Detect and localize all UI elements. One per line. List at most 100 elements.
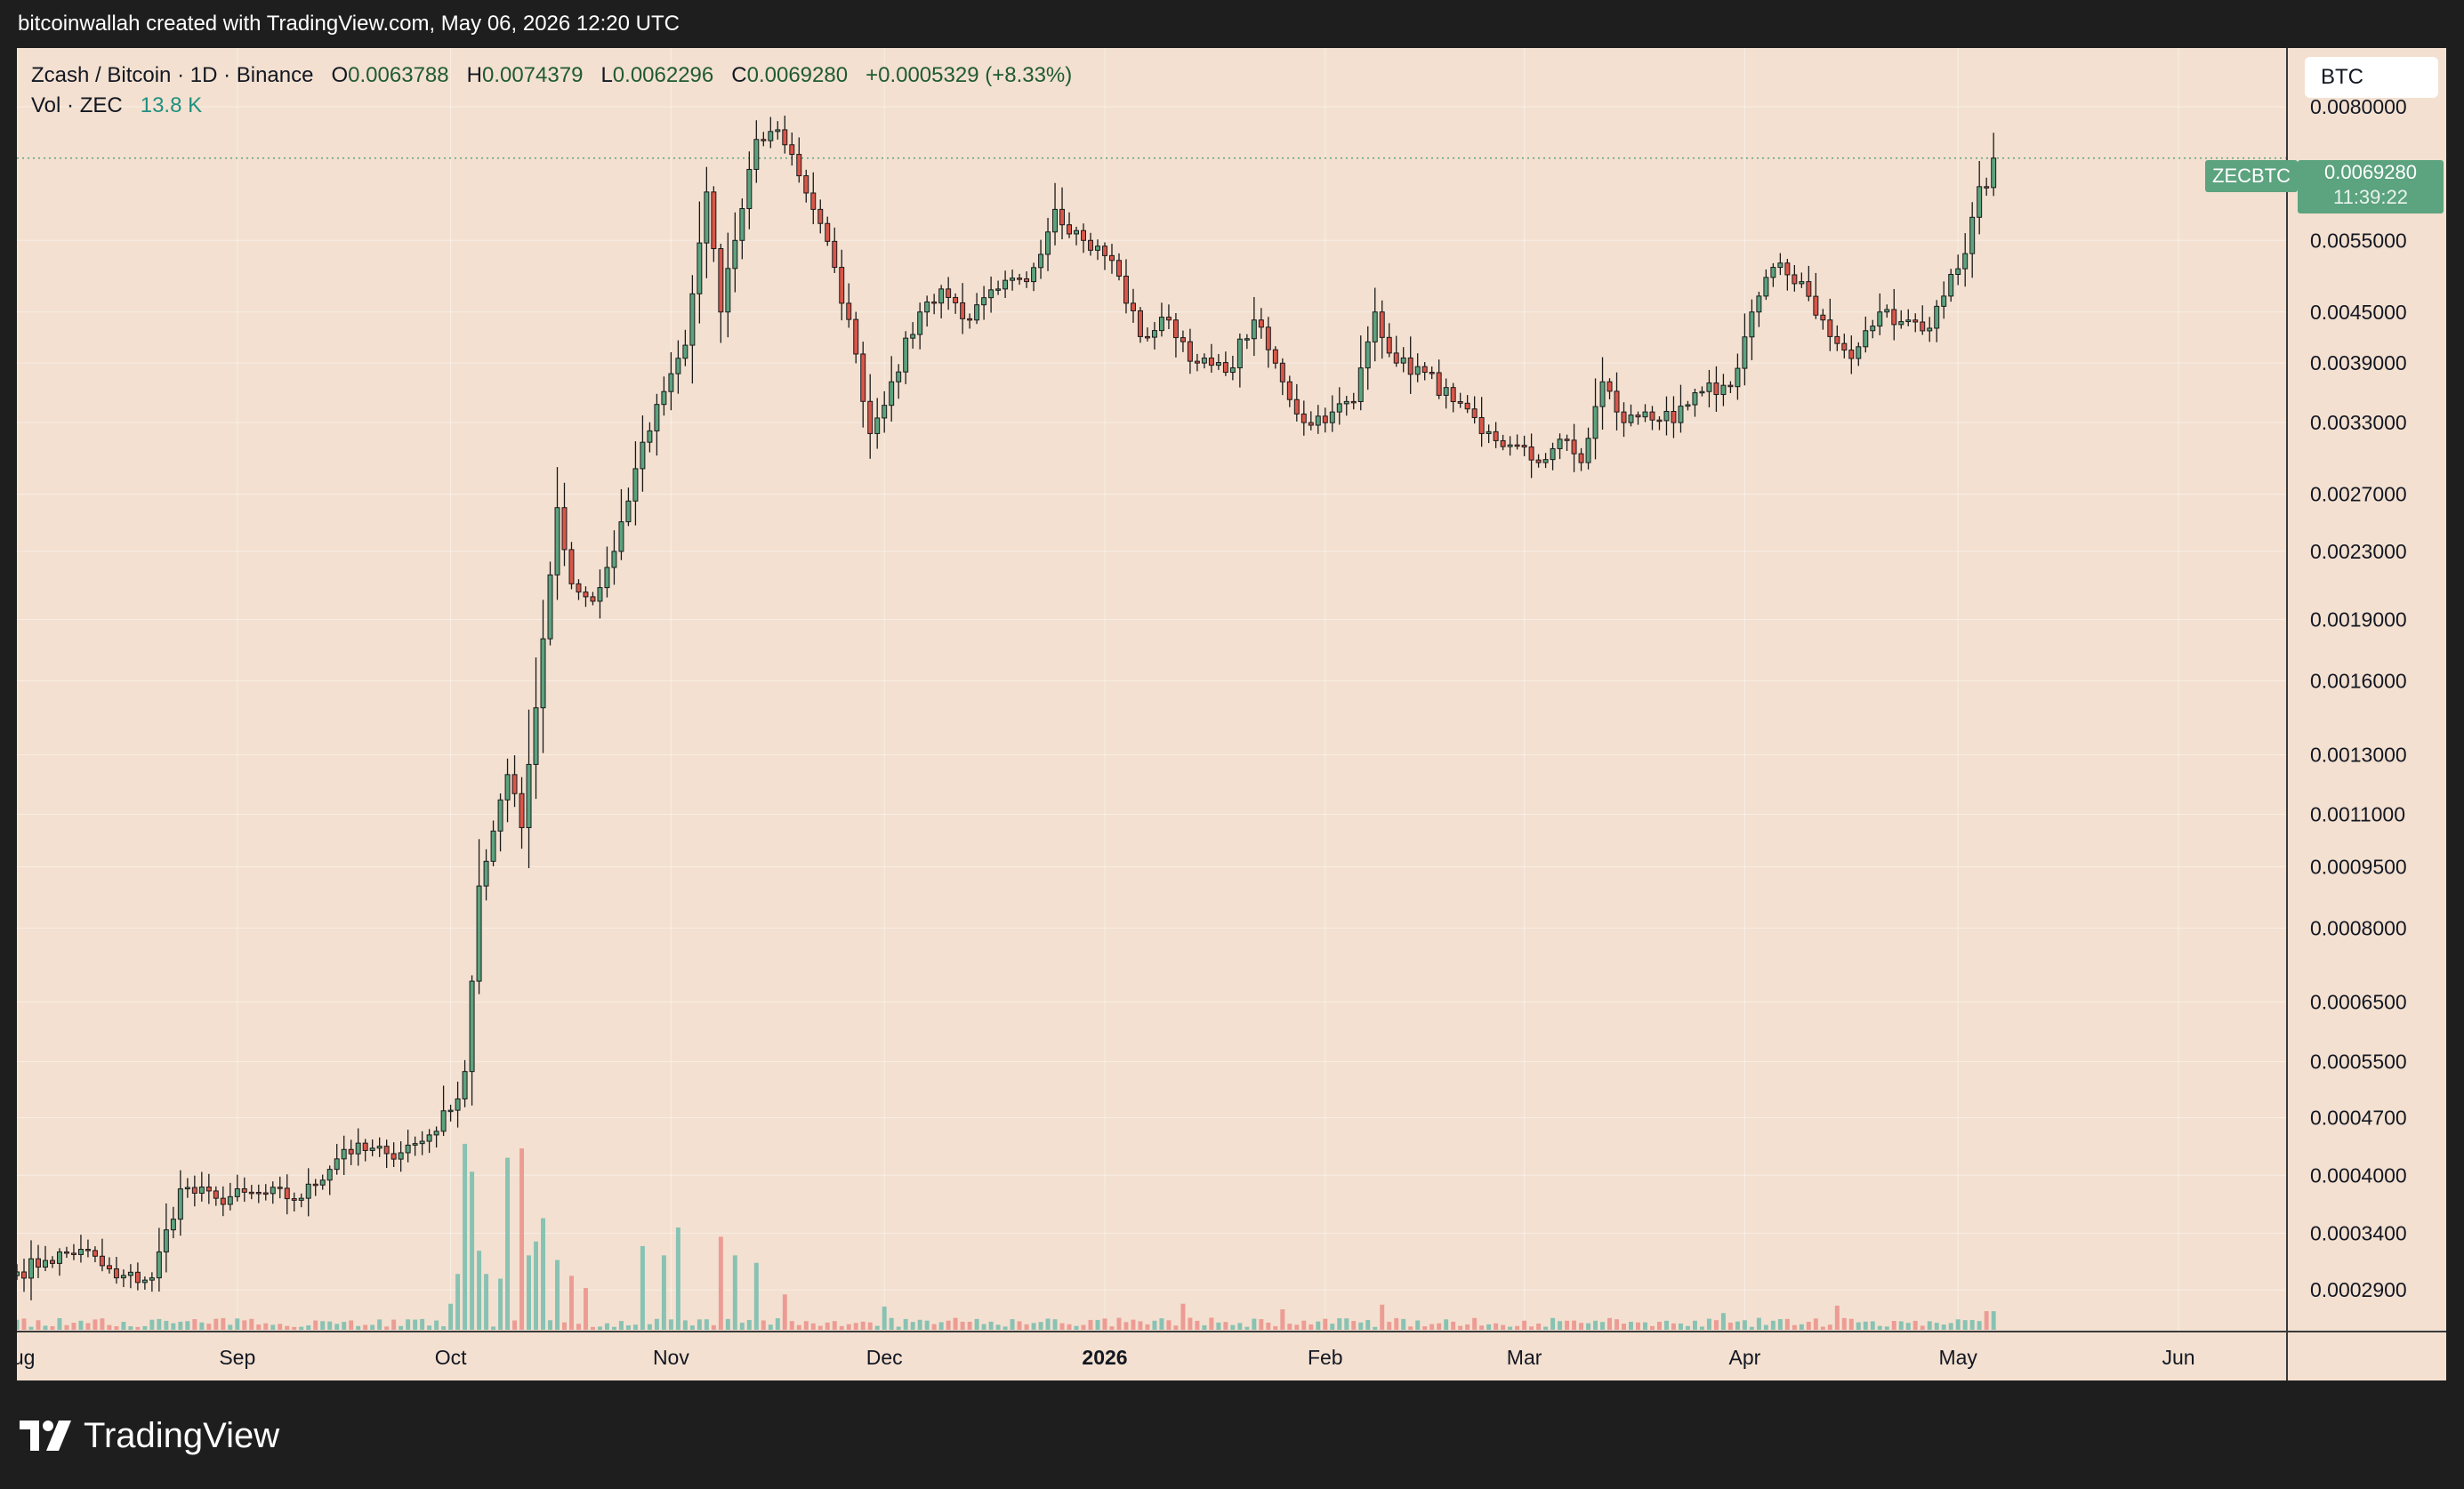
attribution-text: bitcoinwallah created with TradingView.c… — [18, 12, 680, 36]
time-tick-label: Mar — [1507, 1346, 1542, 1369]
candle-body — [1799, 281, 1805, 285]
volume-bar — [320, 1321, 326, 1330]
volume-bar — [1699, 1326, 1704, 1330]
candle-body — [1059, 208, 1066, 226]
volume-bar — [192, 1319, 197, 1330]
candle-body — [1827, 319, 1833, 337]
volume-bar — [491, 1326, 496, 1330]
volume-bar — [583, 1287, 588, 1330]
candle-body — [1123, 275, 1129, 304]
volume-bar — [768, 1324, 773, 1330]
volume-bar — [640, 1245, 645, 1330]
volume-bar — [78, 1320, 84, 1330]
candle-body — [1720, 384, 1727, 396]
volume-bar — [1508, 1326, 1513, 1330]
volume-bar — [1408, 1326, 1413, 1330]
candle-body — [127, 1271, 133, 1276]
chart-area[interactable]: 0.0080000 0.0055000 0.0045000 0.0039000 0.00… — [17, 48, 2446, 1380]
symbol-tag-label: ZECBTC — [2212, 165, 2291, 187]
candle-body — [1003, 279, 1009, 290]
candle-body — [526, 763, 532, 828]
candle-body — [419, 1140, 425, 1145]
candle-body — [1621, 411, 1627, 423]
volume-value: 13.8 K — [140, 93, 203, 117]
candle-body — [497, 799, 503, 832]
candle-body — [1550, 447, 1556, 461]
price-tick-label: 0.0039000 — [2310, 351, 2407, 374]
candle-body — [711, 191, 717, 250]
candle-body — [1336, 403, 1342, 413]
volume-bar — [562, 1322, 567, 1330]
candle-body — [1400, 357, 1406, 364]
volume-bar — [1607, 1317, 1613, 1330]
candle-body — [1379, 311, 1385, 338]
volume-bar — [1984, 1311, 1989, 1330]
candle-body — [1286, 381, 1292, 400]
volume-bar — [1856, 1322, 1861, 1330]
close-label: C — [731, 63, 747, 87]
volume-bar — [1543, 1326, 1549, 1330]
candle-body — [1606, 381, 1613, 392]
volume-bar — [242, 1320, 247, 1330]
candle-body — [277, 1187, 283, 1189]
currency-unit-button[interactable]: BTC — [2305, 57, 2438, 98]
candle-body — [1977, 186, 1983, 218]
candle-body — [718, 248, 724, 313]
candle-body — [1258, 319, 1264, 328]
volume-bar — [441, 1326, 447, 1330]
volume-bar — [924, 1320, 930, 1330]
volume-bar — [882, 1306, 887, 1330]
price-tick-label: 0.0055000 — [2310, 229, 2407, 252]
volume-bar — [974, 1318, 979, 1330]
volume-bar — [164, 1320, 169, 1330]
candle-body — [255, 1191, 262, 1195]
candle-body — [1500, 439, 1506, 447]
candle-body — [77, 1249, 84, 1255]
volume-bar — [1444, 1319, 1449, 1330]
tradingview-logo[interactable]: TradingView — [20, 1411, 279, 1461]
candle-body — [1088, 239, 1093, 251]
volume-bar — [406, 1319, 411, 1330]
time-tick-label: Dec — [866, 1346, 903, 1369]
volume-bar — [1877, 1325, 1882, 1330]
candle-body — [625, 500, 632, 523]
volume-bar — [910, 1322, 915, 1330]
candle-body — [803, 175, 809, 194]
volume-bar — [739, 1323, 745, 1330]
candle-body — [1656, 419, 1663, 423]
volume-bar — [1706, 1318, 1711, 1330]
volume-bar — [1088, 1319, 1093, 1330]
candle-body — [1017, 278, 1023, 280]
volume-bar — [1763, 1324, 1768, 1330]
volume-bar — [206, 1324, 212, 1330]
candle-body — [1692, 392, 1698, 406]
volume-bar — [903, 1318, 908, 1330]
volume-bar — [625, 1325, 631, 1330]
candle-body — [1521, 445, 1527, 448]
volume-bar — [1330, 1324, 1335, 1330]
volume-bar — [1067, 1324, 1072, 1330]
volume-bar — [71, 1323, 76, 1330]
volume-bar — [1799, 1324, 1804, 1330]
candle-body — [1130, 302, 1136, 311]
volume-bar — [1024, 1324, 1029, 1330]
price-candles — [17, 116, 1997, 1300]
volume-bar — [1486, 1324, 1492, 1330]
volume-bar — [28, 1326, 34, 1330]
volume-bar — [689, 1325, 695, 1330]
volume-bar — [1237, 1323, 1243, 1330]
volume-bar — [1891, 1320, 1896, 1330]
candle-body — [1293, 398, 1300, 415]
price-tick-label: 0.0002900 — [2310, 1278, 2407, 1301]
candle-body — [1450, 387, 1456, 403]
candle-body — [1642, 411, 1648, 418]
high-value: 0.0074379 — [481, 63, 584, 87]
candle-body — [654, 404, 660, 431]
candle-body — [134, 1271, 141, 1284]
candlestick-chart[interactable]: 0.0080000 0.0055000 0.0045000 0.0039000 0.00… — [17, 48, 2446, 1380]
candle-body — [1215, 362, 1221, 366]
volume-bar — [1977, 1321, 1982, 1330]
candle-body — [241, 1187, 247, 1193]
volume-bar — [946, 1320, 951, 1330]
candle-body — [21, 1271, 27, 1279]
